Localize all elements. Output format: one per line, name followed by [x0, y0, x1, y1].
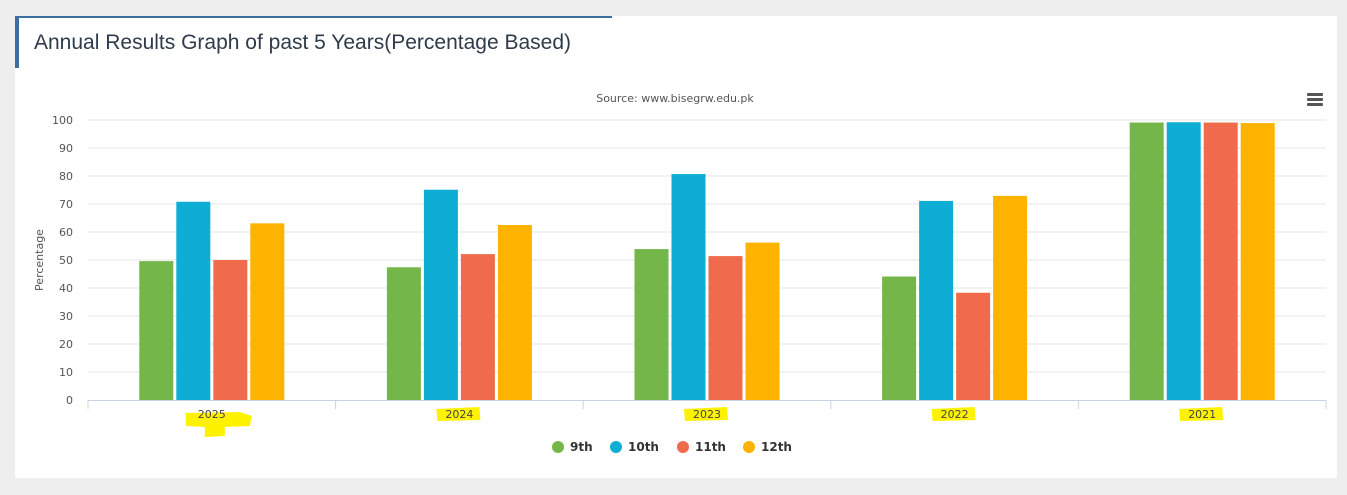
bar-11th-2023 — [708, 256, 743, 400]
highlight-mark — [185, 412, 252, 437]
y-tick-label: 0 — [66, 394, 73, 407]
y-tick-label: 20 — [59, 338, 73, 351]
legend-item-12th[interactable]: 12th — [743, 440, 792, 454]
chart-subtitle: Source: www.bisegrw.edu.pk — [596, 92, 754, 105]
y-tick-label: 30 — [59, 310, 73, 323]
bar-9th-2024 — [386, 267, 421, 400]
highlight-mark — [684, 407, 728, 421]
bar-9th-2022 — [882, 276, 917, 400]
legend-item-11th[interactable]: 11th — [677, 440, 726, 454]
legend-label: 10th — [628, 440, 659, 454]
legend-label: 11th — [695, 440, 726, 454]
y-axis-title: Percentage — [33, 229, 46, 291]
chart-menu-icon[interactable] — [1307, 93, 1323, 107]
bar-11th-2021 — [1203, 122, 1238, 401]
highlight-mark — [436, 407, 481, 421]
bar-10th-2022 — [919, 200, 954, 400]
y-tick-label: 90 — [59, 142, 73, 155]
y-tick-label: 70 — [59, 198, 73, 211]
y-tick-label: 60 — [59, 226, 73, 239]
title-prefix: Annual Results Graph of — [34, 31, 269, 54]
legend-item-10th[interactable]: 10th — [610, 440, 659, 454]
y-tick-label: 50 — [59, 254, 73, 267]
legend-swatch — [677, 441, 689, 453]
y-tick-label: 40 — [59, 282, 73, 295]
x-tick-label: 2024 — [445, 408, 473, 421]
x-tick-label: 2021 — [1188, 408, 1216, 421]
bar-12th-2025 — [250, 223, 285, 400]
title-highlight: past 5 Years — [264, 31, 392, 61]
x-tick-label: 2023 — [693, 408, 721, 421]
bar-10th-2025 — [176, 201, 211, 400]
y-tick-label: 10 — [59, 366, 73, 379]
bar-12th-2024 — [497, 225, 532, 400]
title-suffix: (Percentage Based) — [384, 31, 572, 54]
bar-12th-2021 — [1240, 123, 1275, 400]
legend-label: 9th — [570, 440, 593, 454]
header-accent-bar — [15, 17, 19, 68]
x-tick-label: 2022 — [941, 408, 969, 421]
highlight-mark — [931, 407, 976, 421]
header-top-border — [15, 16, 612, 18]
y-tick-label: 80 — [59, 170, 73, 183]
y-tick-label: 100 — [52, 114, 73, 127]
highlight-mark — [1179, 407, 1224, 421]
bar-11th-2024 — [460, 254, 495, 400]
legend-item-9th[interactable]: 9th — [552, 440, 593, 454]
bar-11th-2025 — [213, 260, 248, 400]
bar-9th-2025 — [139, 261, 174, 400]
legend-swatch — [552, 441, 564, 453]
bar-10th-2024 — [423, 189, 458, 400]
bar-9th-2023 — [634, 249, 669, 400]
bar-10th-2021 — [1166, 122, 1201, 401]
bar-10th-2023 — [671, 174, 706, 400]
legend-swatch — [743, 441, 755, 453]
x-tick-label: 2025 — [198, 408, 226, 421]
legend-label: 12th — [761, 440, 792, 454]
bar-9th-2021 — [1129, 122, 1164, 401]
bar-11th-2022 — [956, 292, 991, 400]
bar-12th-2022 — [993, 195, 1028, 400]
bar-12th-2023 — [745, 242, 780, 400]
page-title: Annual Results Graph of past 5 Years(Per… — [34, 31, 572, 61]
legend-swatch — [610, 441, 622, 453]
